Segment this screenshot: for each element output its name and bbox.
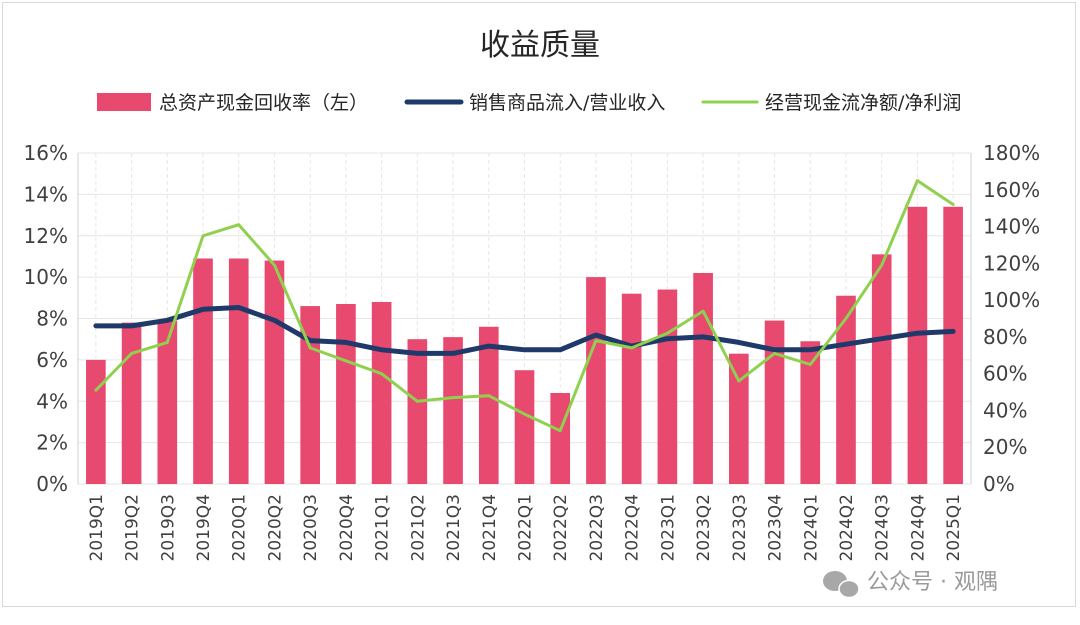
y-right-tick-label: 20% <box>983 435 1027 459</box>
x-tick-label: 2019Q4 <box>194 494 214 561</box>
x-tick-label: 2022Q2 <box>551 494 571 561</box>
bar <box>693 272 713 484</box>
legend-label-sales-inflow: 销售商品流入/营业收入 <box>469 92 665 114</box>
y-left-tick-label: 16% <box>24 141 68 165</box>
line-sales-inflow <box>93 305 956 356</box>
x-tick-label: 2020Q1 <box>230 494 250 561</box>
line-ocf-ratio <box>94 179 955 433</box>
bar <box>728 353 749 484</box>
bar <box>478 326 499 484</box>
x-tick-label: 2024Q1 <box>801 494 821 561</box>
legend-label-cash-recovery: 总资产现金回收率（左） <box>159 92 368 114</box>
y-right-tick-label: 120% <box>983 251 1040 275</box>
bar <box>586 277 606 484</box>
bar <box>264 260 285 484</box>
bar <box>228 258 249 484</box>
x-tick-label: 2019Q3 <box>158 494 178 561</box>
chart-title: 收益质量 <box>480 28 600 63</box>
bar <box>657 289 678 484</box>
watermark-text: 公众号 · 观隅 <box>867 570 998 595</box>
x-tick-label: 2023Q2 <box>694 494 714 561</box>
x-tick-label: 2021Q1 <box>373 494 393 561</box>
bar <box>121 322 142 484</box>
x-tick-label: 2021Q2 <box>408 494 428 561</box>
legend-swatch-bar <box>97 93 151 111</box>
x-tick-label: 2019Q2 <box>123 494 143 561</box>
y-axis-left: 0% 2% 4% 6% 8% 10% 12% 14% 16% <box>24 141 68 496</box>
y-left-tick-label: 6% <box>36 348 68 372</box>
wechat-icon <box>823 571 860 599</box>
watermark: 公众号 · 观隅 <box>823 570 998 599</box>
bar <box>621 293 642 484</box>
x-axis: 2019Q1 2019Q2 2019Q3 2019Q4 2020Q1 2020Q2 2020… <box>87 494 964 561</box>
y-left-tick-label: 4% <box>36 389 68 413</box>
x-tick-label: 2020Q4 <box>337 494 357 561</box>
bar <box>193 258 213 484</box>
legend-label-ocf-ratio: 经营现金流净额/净利润 <box>765 92 961 114</box>
chart-svg: 收益质量 总资产现金回收率（左） 销售商品流入/营业收入 经营现金流净额/净利润… <box>24 28 1040 599</box>
y-right-tick-label: 180% <box>983 141 1040 165</box>
x-tick-label: 2023Q3 <box>730 494 750 561</box>
bar-series <box>86 206 963 484</box>
bar <box>800 341 821 484</box>
y-right-tick-label: 40% <box>983 398 1027 422</box>
bar <box>907 206 928 484</box>
x-tick-label: 2021Q3 <box>444 494 464 561</box>
bar <box>336 304 356 484</box>
y-right-tick-label: 140% <box>983 215 1040 239</box>
chart-frame: 收益质量 总资产现金回收率（左） 销售商品流入/营业收入 经营现金流净额/净利润… <box>2 2 1076 607</box>
y-left-tick-label: 10% <box>24 265 68 289</box>
legend: 总资产现金回收率（左） 销售商品流入/营业收入 经营现金流净额/净利润 <box>97 92 961 114</box>
y-right-tick-label: 80% <box>983 325 1027 349</box>
x-tick-label: 2022Q4 <box>623 494 643 561</box>
x-tick-label: 2023Q4 <box>766 494 786 561</box>
x-tick-label: 2020Q2 <box>265 494 285 561</box>
y-left-tick-label: 8% <box>36 307 68 331</box>
bar <box>871 254 892 484</box>
y-left-tick-label: 14% <box>24 182 68 206</box>
y-left-tick-label: 12% <box>24 224 68 248</box>
bar <box>86 359 106 484</box>
y-right-tick-label: 0% <box>983 472 1015 496</box>
x-tick-label: 2022Q3 <box>587 494 607 561</box>
bar <box>943 206 963 484</box>
y-left-tick-label: 0% <box>36 472 68 496</box>
bar <box>407 339 428 484</box>
x-tick-label: 2022Q1 <box>516 494 536 561</box>
x-tick-label: 2019Q1 <box>87 494 107 561</box>
bar <box>550 392 571 484</box>
bar <box>371 301 392 484</box>
bar <box>836 295 856 484</box>
y-right-tick-label: 160% <box>983 178 1040 202</box>
y-axis-right: 0% 20% 40% 60% 80% 100% 120% 140% 160% 180% <box>983 141 1040 496</box>
x-tick-label: 2024Q4 <box>908 494 928 561</box>
x-tick-label: 2025Q1 <box>944 494 964 561</box>
y-left-tick-label: 2% <box>36 431 68 455</box>
x-tick-label: 2024Q3 <box>873 494 893 561</box>
bar <box>514 370 535 484</box>
x-tick-label: 2020Q3 <box>301 494 321 561</box>
x-tick-label: 2024Q2 <box>837 494 857 561</box>
line-series <box>93 179 956 433</box>
y-right-tick-label: 60% <box>983 362 1027 386</box>
bar <box>764 320 785 484</box>
x-tick-label: 2023Q1 <box>658 494 678 561</box>
y-right-tick-label: 100% <box>983 288 1040 312</box>
x-tick-label: 2021Q4 <box>480 494 500 561</box>
bar <box>157 320 178 484</box>
bar <box>443 337 463 484</box>
